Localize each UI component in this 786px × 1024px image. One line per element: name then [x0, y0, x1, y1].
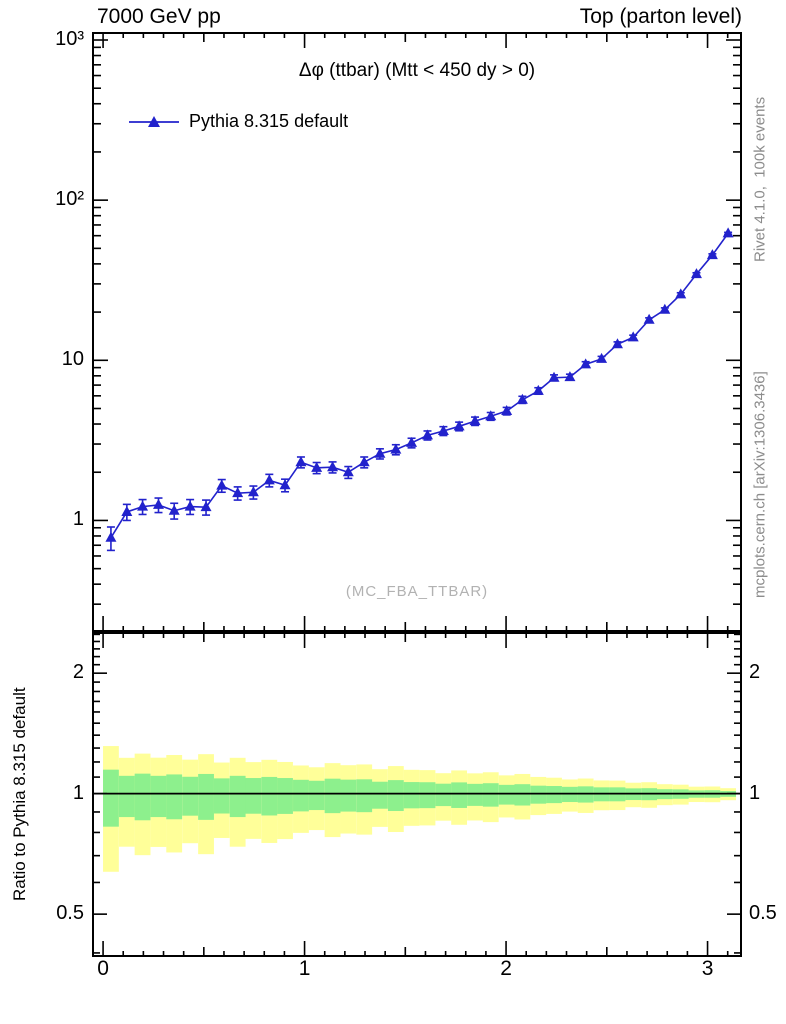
ratio-band-green — [213, 778, 230, 814]
data-marker-triangle — [247, 486, 259, 497]
analysis-group-title: Top (parton level) — [579, 5, 742, 28]
main-y-tick-label: 10 — [61, 348, 84, 371]
data-marker-triangle — [374, 447, 386, 458]
x-tick-label: 2 — [500, 957, 512, 980]
data-marker-triangle — [580, 358, 592, 369]
ratio-y-tick-label-right: 1 — [749, 781, 761, 804]
data-marker-triangle — [390, 443, 402, 454]
ratio-band-green — [103, 769, 119, 827]
data-marker-triangle — [295, 456, 307, 467]
ratio-y-tick-label-left: 1 — [72, 781, 84, 804]
data-marker-triangle — [200, 501, 212, 512]
ratio-band-green — [387, 780, 404, 812]
ratio-band-green — [372, 781, 388, 809]
ratio-band-green — [498, 784, 515, 805]
mcplots-reference-text: mcplots.cern.ch [arXiv:1306.3436] — [751, 371, 769, 599]
ratio-y-tick-label-right: 0.5 — [749, 902, 777, 925]
main-y-tick-label: 10³ — [55, 28, 84, 50]
ratio-band-green — [419, 782, 436, 809]
ratio-band-green — [166, 774, 183, 820]
ratio-band-green — [340, 779, 357, 812]
ratio-axis-label: Ratio to Pythia 8.315 default — [10, 687, 29, 902]
ratio-band-green — [324, 778, 341, 814]
ratio-y-tick-label-left: 0.5 — [56, 902, 84, 925]
rivet-version-text: Rivet 4.1.0, 100k events — [751, 96, 769, 262]
data-marker-triangle — [596, 352, 608, 363]
legend-marker-icon — [129, 115, 179, 127]
ratio-frame — [92, 632, 742, 957]
analysis-watermark: (MC_FBA_TTBAR) — [345, 583, 489, 600]
main-y-tick-label: 10² — [55, 188, 84, 211]
data-series-line — [110, 232, 729, 539]
ratio-band-green — [530, 785, 547, 804]
data-marker-triangle — [548, 371, 560, 382]
ratio-band-green — [261, 776, 278, 816]
ratio-band-green — [403, 782, 420, 809]
data-marker-triangle — [216, 479, 228, 490]
x-tick-label: 3 — [701, 957, 714, 980]
data-marker-triangle — [722, 227, 734, 238]
ratio-band-green — [308, 780, 325, 811]
ratio-band-green — [467, 783, 483, 806]
data-marker-triangle — [105, 531, 117, 542]
main-frame — [92, 32, 742, 632]
ratio-band-green — [198, 773, 214, 820]
data-marker-triangle — [627, 331, 639, 342]
legend-triangle-icon — [148, 115, 160, 127]
ratio-band-green — [245, 778, 262, 814]
data-marker-triangle — [279, 479, 291, 490]
data-marker-triangle — [516, 393, 528, 404]
ratio-band-green — [435, 783, 452, 807]
ratio-band-green — [293, 779, 309, 812]
beam-energy-title: 7000 GeV pp — [97, 5, 221, 28]
legend-label: Pythia 8.315 default — [189, 111, 349, 131]
data-marker-triangle — [485, 410, 497, 421]
x-tick-label: 1 — [298, 957, 311, 980]
data-marker-triangle — [706, 249, 718, 260]
data-marker-triangle — [311, 461, 323, 472]
data-marker-triangle — [643, 313, 655, 324]
data-marker-triangle — [453, 420, 465, 431]
main-y-tick-label: 1 — [72, 508, 84, 531]
legend: Pythia 8.315 default — [128, 111, 348, 132]
data-marker-triangle — [232, 487, 244, 498]
data-marker-triangle — [675, 288, 687, 299]
ratio-band-green — [514, 784, 531, 806]
data-marker-triangle — [358, 456, 370, 467]
data-marker-triangle — [342, 466, 354, 477]
data-marker-triangle — [532, 384, 544, 395]
data-marker-triangle — [168, 504, 180, 515]
data-marker-triangle — [137, 500, 149, 511]
ratio-y-tick-label-left: 2 — [72, 661, 84, 684]
data-marker-triangle — [263, 474, 275, 485]
ratio-band-green — [182, 776, 199, 816]
data-marker-triangle — [152, 498, 164, 509]
data-marker-triangle — [406, 436, 418, 447]
x-tick-label: 0 — [97, 957, 109, 980]
data-marker-triangle — [690, 268, 702, 279]
ratio-band-green — [150, 775, 167, 818]
ratio-band-green — [277, 778, 293, 814]
ratio-band-green — [451, 782, 468, 808]
ratio-band-green — [546, 786, 562, 804]
data-marker-triangle — [437, 424, 449, 435]
data-marker-triangle — [121, 505, 133, 516]
ratio-band-green — [134, 773, 151, 821]
data-marker-triangle — [659, 303, 671, 314]
data-marker-triangle — [501, 405, 513, 416]
ratio-y-tick-label-right: 2 — [749, 661, 761, 684]
data-marker-triangle — [564, 371, 576, 382]
ratio-band-green — [482, 783, 499, 807]
data-marker-triangle — [184, 500, 196, 511]
ratio-band-green — [356, 779, 373, 813]
observable-title: Δφ (ttbar) (Mtt < 450 dy > 0) — [298, 60, 536, 81]
ratio-band-green — [229, 775, 246, 818]
data-marker-triangle — [327, 461, 339, 472]
data-marker-triangle — [469, 415, 481, 426]
data-marker-triangle — [611, 338, 623, 349]
ratio-band-green — [118, 775, 135, 818]
data-marker-triangle — [421, 429, 433, 440]
